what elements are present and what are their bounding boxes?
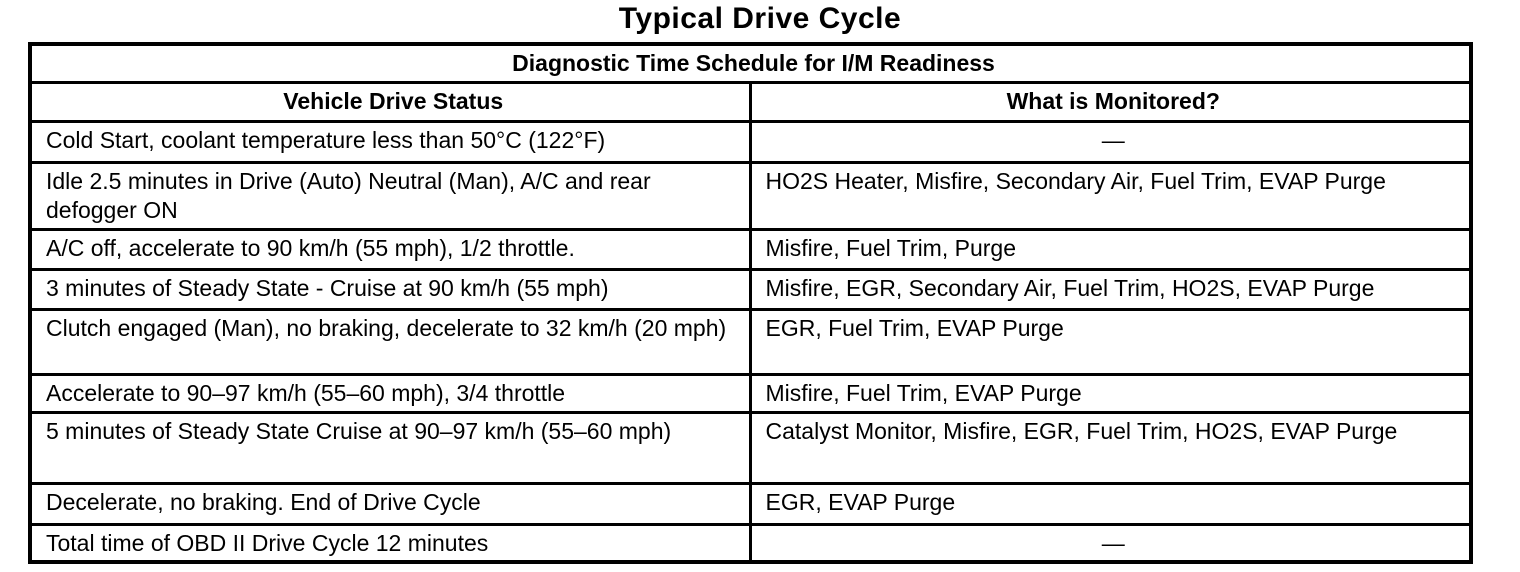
table-row: Cold Start, coolant temperature less tha… [28, 120, 1473, 164]
status-cell: Cold Start, coolant temperature less tha… [28, 120, 752, 164]
status-cell: Clutch engaged (Man), no braking, decele… [28, 308, 752, 376]
page-title: Typical Drive Cycle [618, 2, 902, 35]
table-row: 3 minutes of Steady State - Cruise at 90… [28, 268, 1473, 311]
status-cell: 5 minutes of Steady State Cruise at 90–9… [28, 411, 752, 485]
table-banner: Diagnostic Time Schedule for I/M Readine… [28, 42, 1473, 84]
monitored-cell: Misfire, Fuel Trim, EVAP Purge [748, 373, 1473, 414]
monitored-cell: EGR, EVAP Purge [748, 482, 1473, 526]
table-row: Idle 2.5 minutes in Drive (Auto) Neutral… [28, 161, 1473, 231]
table-row: 5 minutes of Steady State Cruise at 90–9… [28, 411, 1473, 485]
monitored-cell: Misfire, EGR, Secondary Air, Fuel Trim, … [748, 268, 1473, 311]
monitored-cell: Misfire, Fuel Trim, Purge [748, 228, 1473, 271]
status-cell: Total time of OBD II Drive Cycle 12 minu… [28, 523, 752, 564]
monitored-cell: — [748, 120, 1473, 164]
status-cell: A/C off, accelerate to 90 km/h (55 mph),… [28, 228, 752, 271]
monitored-cell: — [748, 523, 1473, 564]
monitored-cell: HO2S Heater, Misfire, Secondary Air, Fue… [748, 161, 1473, 231]
table-row: Decelerate, no braking. End of Drive Cyc… [28, 482, 1473, 526]
column-header-what-is-monitored: What is Monitored? [748, 81, 1473, 123]
table-row: Total time of OBD II Drive Cycle 12 minu… [28, 523, 1473, 564]
column-header-vehicle-drive-status: Vehicle Drive Status [28, 81, 752, 123]
status-cell: Decelerate, no braking. End of Drive Cyc… [28, 482, 752, 526]
drive-cycle-table: Diagnostic Time Schedule for I/M Readine… [28, 42, 1474, 564]
table-header-row: Vehicle Drive Status What is Monitored? [28, 81, 1473, 123]
table-row: Accelerate to 90–97 km/h (55–60 mph), 3/… [28, 373, 1473, 414]
status-cell: 3 minutes of Steady State - Cruise at 90… [28, 268, 752, 311]
monitored-cell: EGR, Fuel Trim, EVAP Purge [748, 308, 1473, 376]
status-cell: Idle 2.5 minutes in Drive (Auto) Neutral… [28, 161, 752, 231]
status-cell: Accelerate to 90–97 km/h (55–60 mph), 3/… [28, 373, 752, 414]
table-banner-row: Diagnostic Time Schedule for I/M Readine… [28, 42, 1473, 84]
table-row: A/C off, accelerate to 90 km/h (55 mph),… [28, 228, 1473, 271]
table-row: Clutch engaged (Man), no braking, decele… [28, 308, 1473, 376]
monitored-cell: Catalyst Monitor, Misfire, EGR, Fuel Tri… [748, 411, 1473, 485]
